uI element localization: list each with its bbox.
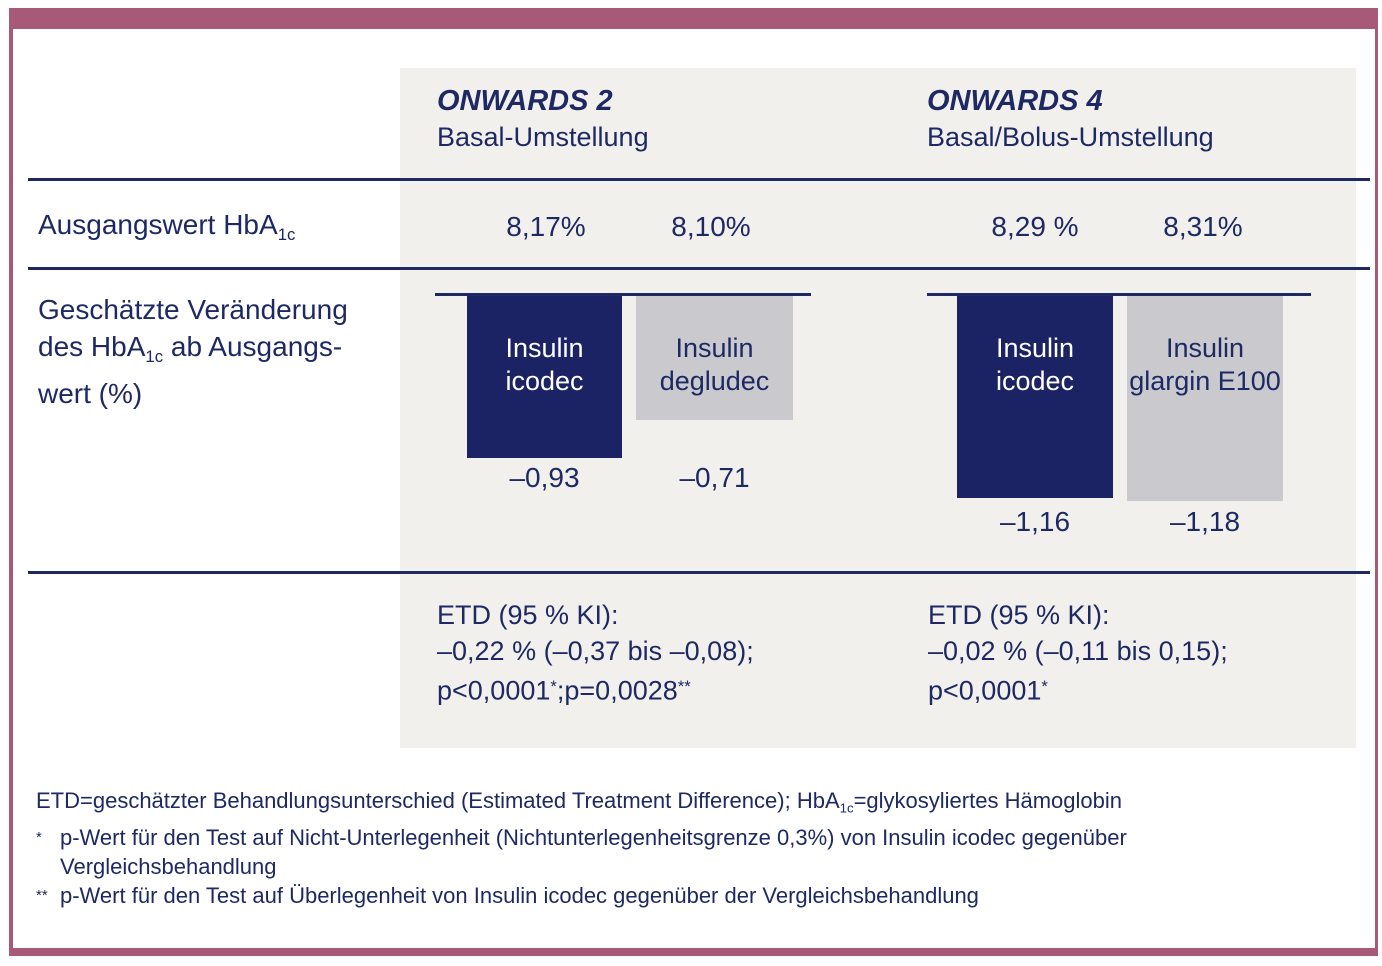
subscript-1c: 1c — [145, 346, 164, 366]
etd-pvalues: p<0,0001*;p=0,0028** — [437, 675, 691, 706]
bar-onwards4-insulin-icodec: Insulin icodec — [957, 296, 1113, 498]
etd-block-onwards4: ETD (95 % KI): –0,02 % (–0,11 bis 0,15);… — [928, 597, 1228, 709]
study-title: ONWARDS 2 — [437, 85, 613, 117]
bar-onwards2-insulin-icodec: Insulin icodec — [467, 296, 622, 458]
study-header-onwards2: ONWARDS 2 Basal-Umstellung — [437, 84, 649, 154]
etd-heading: ETD (95 % KI): — [437, 600, 619, 630]
bar-value-onwards2-icodec: –0,93 — [509, 462, 580, 493]
bar-value-onwards2-degludec: –0,71 — [679, 462, 750, 493]
baseline-value-onwards2-icodec: 8,17% — [506, 211, 586, 242]
bar-label: Insulin icodec — [505, 333, 584, 396]
footnotes: ETD=geschätzter Behandlungsunterschied (… — [36, 786, 1356, 914]
etd-heading: ETD (95 % KI): — [928, 600, 1110, 630]
etd-block-onwards2: ETD (95 % KI): –0,22 % (–0,37 bis –0,08)… — [437, 597, 754, 709]
study-header-onwards4: ONWARDS 4 Basal/Bolus-Umstellung — [927, 84, 1214, 154]
zero-baseline-onwards2 — [435, 293, 811, 296]
bar-onwards4-insulin-glargin-e100: Insulin glargin E100 — [1127, 296, 1283, 501]
subscript-1c: 1c — [839, 800, 854, 816]
bar-label: Insulin glargin E100 — [1129, 333, 1281, 396]
etd-estimate: –0,22 % (–0,37 bis –0,08); — [437, 636, 754, 666]
baseline-value-onwards2-degludec: 8,10% — [671, 211, 751, 242]
baseline-value-onwards4-icodec: 8,29 % — [991, 211, 1079, 242]
zero-baseline-onwards4 — [927, 293, 1311, 296]
study-subtitle: Basal-Umstellung — [437, 122, 649, 152]
baseline-value-onwards4-glargin: 8,31% — [1163, 211, 1243, 242]
bar-onwards2-insulin-degludec: Insulin degludec — [636, 296, 793, 420]
separator-line-top — [28, 178, 1370, 181]
asterisk: * — [1041, 677, 1048, 696]
double-asterisk-marker: ** — [36, 886, 48, 904]
study-title: ONWARDS 4 — [927, 85, 1103, 117]
etd-pvalues: p<0,0001* — [928, 675, 1048, 706]
footnote-superiority: ** p-Wert für den Test auf Überlegenheit… — [36, 881, 1356, 915]
bar-label: Insulin icodec — [995, 333, 1075, 396]
asterisk-marker: * — [36, 828, 42, 846]
footnote-etd-definition: ETD=geschätzter Behandlungsunterschied (… — [36, 788, 1122, 816]
separator-line-middle — [28, 267, 1370, 270]
row-label-baseline-hba1c: Ausgangswert HbA1c — [38, 209, 296, 244]
double-asterisk: ** — [677, 677, 691, 696]
etd-estimate: –0,02 % (–0,11 bis 0,15); — [928, 636, 1228, 666]
footnote-noninferiority: * p-Wert für den Test auf Nicht-Unterleg… — [36, 824, 1127, 879]
row-label-estimated-change: Geschätzte Veränderung des HbA1c ab Ausg… — [38, 294, 348, 409]
subscript-1c: 1c — [277, 224, 296, 244]
bar-value-onwards4-icodec: –1,16 — [999, 506, 1071, 537]
separator-line-bottom — [28, 571, 1370, 574]
bar-label: Insulin degludec — [659, 333, 770, 396]
bar-value-onwards4-glargin: –1,18 — [1169, 506, 1241, 537]
asterisk: * — [550, 677, 557, 696]
study-subtitle: Basal/Bolus-Umstellung — [927, 122, 1214, 152]
